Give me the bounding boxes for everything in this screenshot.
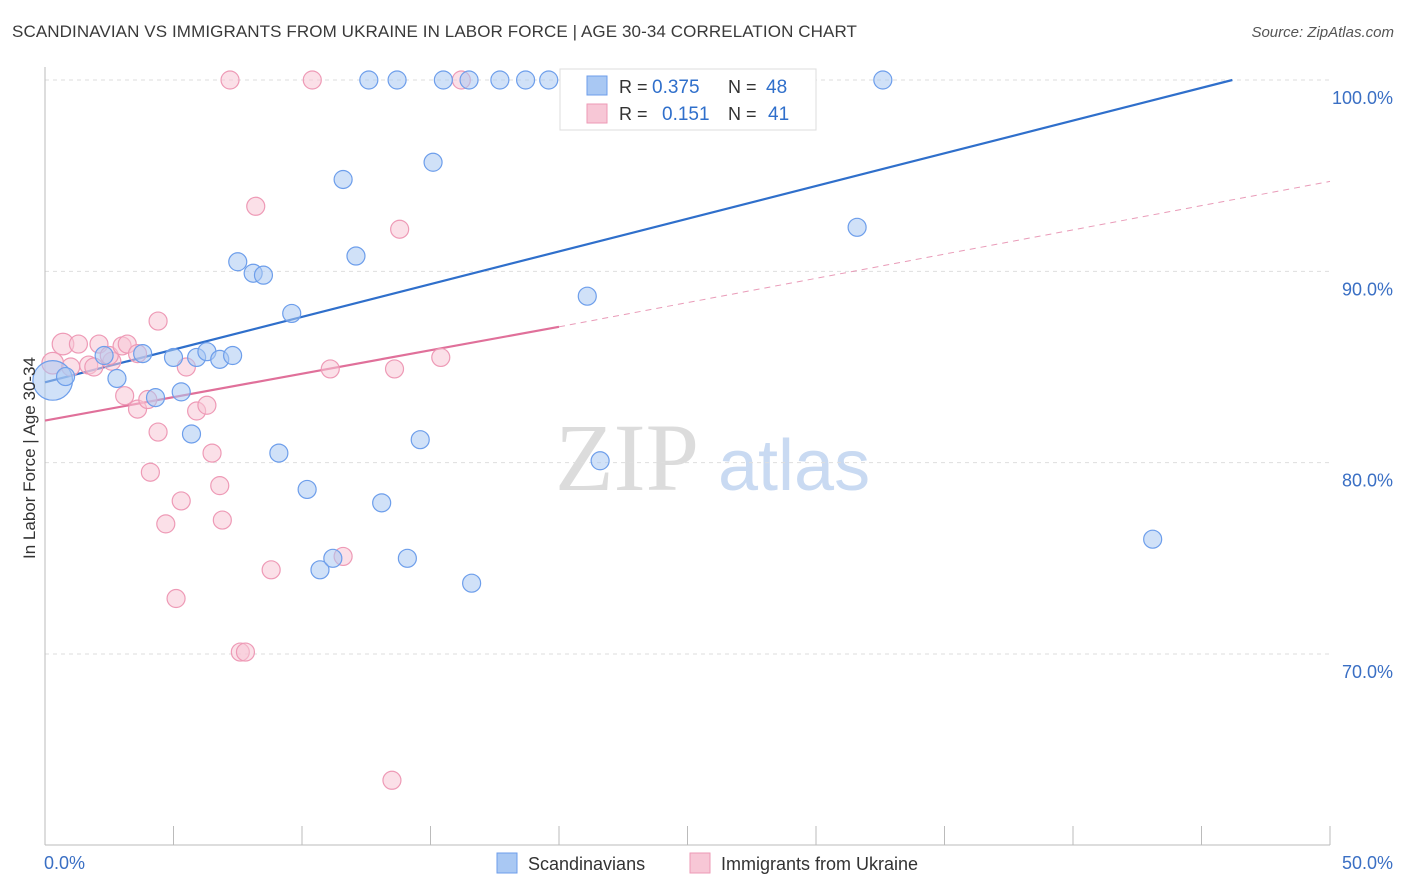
ukraine-point: [166, 588, 186, 609]
legend-n-label: N =: [728, 77, 757, 97]
scandinavians-point: [223, 345, 243, 366]
ukraine-point: [197, 395, 217, 415]
ukraine-point: [261, 560, 281, 580]
scandinavians-point: [462, 573, 482, 593]
scandinavians-point: [107, 368, 127, 389]
scandinavians-point: [423, 152, 443, 172]
y-tick-label: 70.0%: [1342, 662, 1393, 682]
y-axis-label: In Labor Force | Age 30-34: [20, 357, 39, 559]
scandinavians-point: [171, 382, 191, 402]
legend-n-label: N =: [728, 104, 757, 124]
y-tick-label: 100.0%: [1332, 88, 1393, 108]
legend-swatch-blue: [586, 75, 608, 96]
ukraine-point: [246, 196, 266, 216]
scandinavians-point: [55, 366, 76, 387]
scandinavians-point: [1143, 529, 1163, 549]
ukraine-point: [431, 347, 451, 368]
x-tick-label-min: 0.0%: [44, 853, 85, 873]
legend-n-value: 48: [766, 77, 787, 98]
legend-r-label: R =: [619, 77, 648, 97]
ukraine-point: [148, 422, 168, 442]
scandinavians-point: [490, 70, 510, 90]
chart-source: Source: ZipAtlas.com: [1251, 24, 1394, 41]
scandinavians-point: [873, 70, 893, 90]
scandinavians-point: [310, 560, 330, 580]
ukraine-point: [235, 642, 256, 662]
scandinavians-point: [387, 70, 407, 90]
ukraine-point: [390, 219, 410, 239]
scandinavians-point: [346, 246, 366, 266]
ukraine-point: [382, 770, 402, 790]
ukraine-point: [115, 386, 135, 406]
scandinavians-point: [359, 70, 379, 90]
scandinavians-point: [590, 451, 610, 471]
scandinavians-point: [282, 303, 302, 324]
ukraine-trend-extension: [558, 180, 1331, 328]
scandinavians-point: [333, 169, 353, 190]
ukraine-point: [220, 70, 240, 90]
y-tick-labels: 100.0% 90.0% 80.0% 70.0%: [1332, 88, 1393, 682]
scandinavians-point: [433, 70, 453, 90]
ukraine-point: [212, 510, 232, 530]
watermark-zip: ZIP: [555, 404, 699, 511]
series-legend-label-scandinavians: Scandinavians: [528, 854, 645, 874]
ukraine-point: [302, 70, 322, 90]
scandinavians-point: [397, 548, 417, 568]
ukraine-point: [156, 514, 176, 534]
watermark-atlas: atlas: [718, 426, 870, 506]
ukraine-point: [140, 462, 160, 482]
legend-r-value: 0.151: [662, 104, 710, 125]
chart-title: SCANDINAVIAN VS IMMIGRANTS FROM UKRAINE …: [12, 22, 858, 41]
scandinavians-point: [577, 286, 597, 306]
scandinavians-point: [847, 217, 867, 237]
legend-swatch-pink: [586, 103, 608, 124]
scandinavians-point: [323, 548, 343, 568]
gridlines: [45, 79, 1330, 655]
scandinavians-point: [163, 347, 184, 368]
x-tick-label-max: 50.0%: [1342, 853, 1393, 873]
scandinavians-point: [253, 265, 274, 285]
stats-legend: R = 0.375 N = 48 R = 0.151 N = 41: [559, 68, 817, 131]
scandinavians-point: [515, 70, 536, 90]
scandinavians-point: [133, 344, 153, 364]
scandinavians-point: [297, 479, 317, 500]
series-legend: Scandinavians Immigrants from Ukraine: [496, 852, 918, 874]
legend-r-label: R =: [619, 104, 648, 124]
ukraine-point: [171, 491, 191, 511]
y-tick-label: 80.0%: [1342, 471, 1393, 491]
scandinavians-point: [372, 493, 392, 513]
scandinavians-point: [539, 70, 559, 90]
ukraine-point: [320, 359, 340, 379]
scandinavians-point: [228, 252, 248, 272]
legend-r-value: 0.375: [652, 77, 700, 98]
ukraine-point: [210, 476, 230, 496]
ukraine-point: [68, 334, 89, 354]
scandinavians-point: [94, 345, 114, 366]
scandinavians-point: [410, 430, 430, 450]
series-legend-swatch-ukraine: [689, 852, 711, 874]
trend-lines: [44, 78, 1331, 422]
y-tick-label: 90.0%: [1342, 279, 1393, 299]
scandinavians-point: [459, 70, 479, 90]
scandinavians-trend-line: [44, 78, 1233, 384]
series-legend-label-ukraine: Immigrants from Ukraine: [721, 854, 918, 874]
ukraine-point: [202, 443, 222, 463]
series-legend-swatch-scandinavians: [496, 852, 518, 874]
scandinavians-point: [181, 424, 202, 444]
axes: [44, 67, 1331, 846]
scandinavians-point: [269, 443, 289, 463]
ukraine-point: [148, 311, 168, 331]
legend-n-value: 41: [768, 104, 789, 125]
scandinavians-point: [145, 388, 166, 408]
ukraine-point: [384, 359, 405, 379]
